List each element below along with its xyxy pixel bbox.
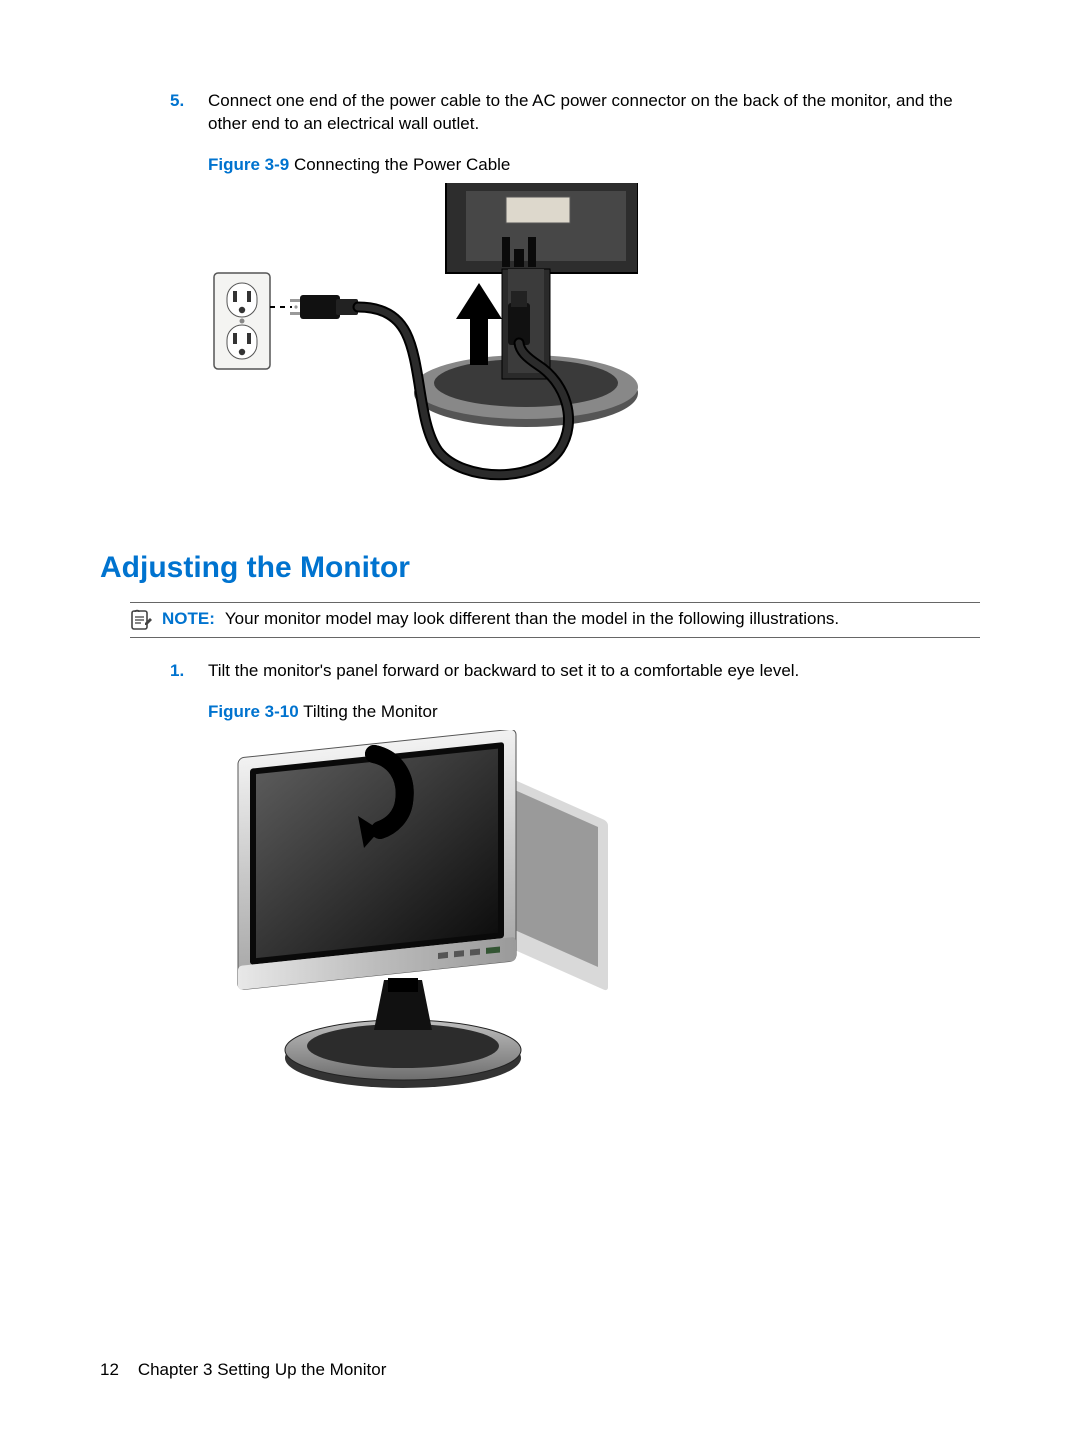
note-label: NOTE: <box>162 609 215 628</box>
figure-10-illustration <box>208 730 980 1100</box>
step-5: 5. Connect one end of the power cable to… <box>170 90 980 136</box>
note-text: Your monitor model may look different th… <box>225 609 839 628</box>
figure-10-label: Figure 3-10 Tilting the Monitor <box>208 701 980 724</box>
chapter-label: Chapter 3 Setting Up the Monitor <box>138 1360 387 1379</box>
figure-10-ref: Figure 3-10 <box>208 702 299 721</box>
page-number: 12 <box>100 1360 119 1379</box>
figure-9-label: Figure 3-9 Connecting the Power Cable <box>208 154 980 177</box>
step-text: Tilt the monitor's panel forward or back… <box>208 660 980 683</box>
figure-9-illustration <box>208 183 980 493</box>
figure-9-caption: Connecting the Power Cable <box>289 155 510 174</box>
note-icon <box>130 609 156 631</box>
figure-10-caption: Tilting the Monitor <box>299 702 438 721</box>
step-number: 5. <box>170 90 208 136</box>
note-block: NOTE: Your monitor model may look differe… <box>130 602 980 638</box>
step-number: 1. <box>170 660 208 683</box>
step-1: 1. Tilt the monitor's panel forward or b… <box>170 660 980 683</box>
page-footer: 12 Chapter 3 Setting Up the Monitor <box>100 1359 386 1382</box>
note-text-wrap: NOTE: Your monitor model may look differe… <box>162 608 839 631</box>
figure-9-ref: Figure 3-9 <box>208 155 289 174</box>
step-text: Connect one end of the power cable to th… <box>208 90 980 136</box>
section-heading: Adjusting the Monitor <box>100 548 980 589</box>
